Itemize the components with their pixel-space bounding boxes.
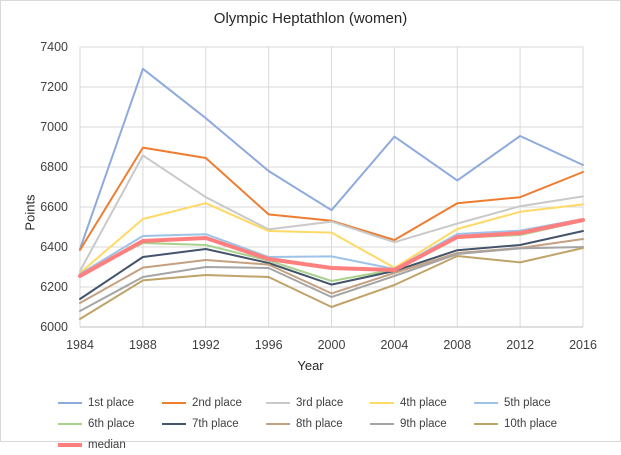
x-tick-label: 1988 bbox=[129, 338, 157, 352]
legend-label: 5th place bbox=[504, 396, 551, 409]
x-tick-label: 1996 bbox=[255, 338, 283, 352]
y-tick-label: 6000 bbox=[40, 320, 68, 334]
x-tick-label: 2008 bbox=[443, 338, 471, 352]
legend: 1st place 2nd place 3rd place 4th place … bbox=[58, 392, 578, 455]
legend-swatch bbox=[474, 401, 498, 404]
legend-label: 6th place bbox=[88, 417, 135, 430]
legend-label: 2nd place bbox=[192, 396, 242, 409]
y-tick-label: 7400 bbox=[40, 40, 68, 54]
legend-swatch bbox=[370, 401, 394, 404]
chart-title: Olympic Heptathlon (women) bbox=[213, 10, 408, 27]
series-line-10th-place bbox=[79, 247, 584, 320]
legend-item: 9th place bbox=[370, 418, 474, 430]
legend-swatch bbox=[266, 422, 290, 425]
legend-item: 7th place bbox=[162, 418, 266, 430]
legend-label: 3rd place bbox=[296, 396, 344, 409]
legend-swatch bbox=[474, 422, 498, 425]
legend-row: 6th place 7th place 8th place 9th place … bbox=[58, 413, 578, 434]
plot-area: 6000 6200 6400 6600 6800 7000 7200 7400 1984 1988… bbox=[40, 40, 597, 352]
series-line-median bbox=[78, 218, 585, 278]
legend-swatch bbox=[266, 401, 290, 404]
y-tick-label: 7000 bbox=[40, 120, 68, 134]
legend-item: 10th place bbox=[474, 418, 578, 430]
legend-item: median bbox=[58, 439, 162, 451]
series-line-3rd-place bbox=[79, 154, 584, 272]
legend-item: 3rd place bbox=[266, 397, 370, 409]
legend-label: 8th place bbox=[296, 417, 343, 430]
x-axis-label: Year bbox=[297, 358, 324, 373]
legend-row: 1st place 2nd place 3rd place 4th place … bbox=[58, 392, 578, 413]
legend-label: 1st place bbox=[88, 396, 135, 409]
legend-swatch bbox=[58, 442, 82, 447]
y-tick-label: 6800 bbox=[40, 160, 68, 174]
x-tick-label: 1984 bbox=[66, 338, 94, 352]
legend-label: 4th place bbox=[400, 396, 447, 409]
y-tick-label: 7200 bbox=[40, 80, 68, 94]
y-tick-label: 6400 bbox=[40, 240, 68, 254]
legend-item: 2nd place bbox=[162, 397, 266, 409]
legend-item: 4th place bbox=[370, 397, 474, 409]
legend-label: 9th place bbox=[400, 417, 447, 430]
chart-frame bbox=[0, 0, 621, 442]
legend-swatch bbox=[58, 401, 82, 404]
legend-item: 6th place bbox=[58, 418, 162, 430]
series-line-7th-place bbox=[79, 230, 584, 300]
y-tick-label: 6600 bbox=[40, 200, 68, 214]
legend-item: 8th place bbox=[266, 418, 370, 430]
legend-label: 7th place bbox=[192, 417, 239, 430]
x-tick-label: 1992 bbox=[192, 338, 220, 352]
y-tick-label: 6200 bbox=[40, 280, 68, 294]
legend-label: 10th place bbox=[504, 417, 558, 430]
legend-label: median bbox=[88, 438, 126, 451]
legend-swatch bbox=[370, 422, 394, 425]
legend-item: 5th place bbox=[474, 397, 578, 409]
legend-item: 1st place bbox=[58, 397, 162, 409]
x-tick-label: 2012 bbox=[506, 338, 534, 352]
legend-swatch bbox=[162, 401, 186, 404]
series-line-9th-place bbox=[79, 246, 584, 312]
legend-swatch bbox=[58, 422, 82, 425]
series-line-4th-place bbox=[79, 202, 584, 274]
series-line-1st-place bbox=[79, 67, 584, 250]
series-line-5th-place bbox=[79, 218, 584, 275]
legend-row: median bbox=[58, 434, 578, 455]
x-tick-label: 2016 bbox=[569, 338, 597, 352]
x-tick-label: 2000 bbox=[318, 338, 346, 352]
legend-swatch bbox=[162, 422, 186, 425]
x-tick-label: 2004 bbox=[380, 338, 408, 352]
